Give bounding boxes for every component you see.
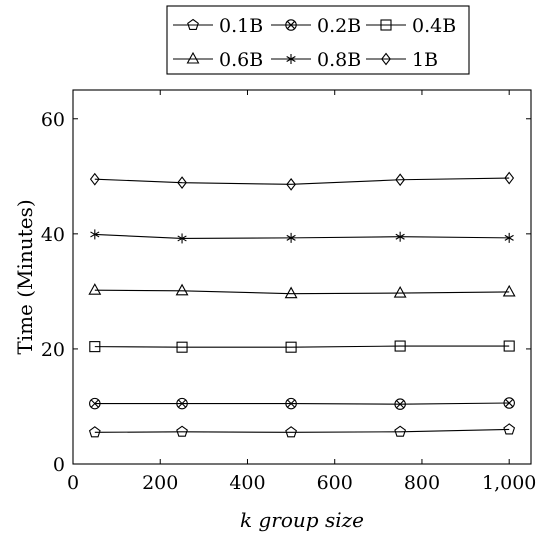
series-line-0-1b bbox=[94, 428, 510, 433]
series-line-0-8b bbox=[94, 233, 510, 240]
x-tick-label: 400 bbox=[229, 472, 265, 494]
series-group bbox=[88, 171, 516, 438]
legend-label: 0.8B bbox=[317, 49, 361, 71]
data-point-0-1b bbox=[503, 423, 516, 435]
legend-item: 0.2B bbox=[271, 15, 361, 37]
data-point-0-1b bbox=[285, 426, 297, 438]
data-point-1b bbox=[395, 173, 406, 187]
data-point-0-1b bbox=[176, 425, 188, 437]
legend-item: 0.8B bbox=[271, 49, 361, 71]
legend-item: 0.1B bbox=[173, 15, 263, 37]
data-point-0-6b bbox=[88, 283, 102, 295]
legend-marker bbox=[381, 52, 391, 66]
data-point-0-4b bbox=[503, 340, 515, 352]
legend-item: 1B bbox=[366, 49, 438, 71]
x-axis-label: k group size bbox=[240, 508, 364, 532]
x-tick-label: 1,000 bbox=[482, 472, 536, 494]
x-tick-label: 600 bbox=[317, 472, 353, 494]
data-point-0-6b bbox=[284, 286, 298, 299]
data-point-0-8b bbox=[90, 229, 100, 240]
legend-label: 0.6B bbox=[219, 49, 263, 71]
legend-item: 0.6B bbox=[173, 49, 263, 71]
x-tick-label: 0 bbox=[67, 472, 79, 494]
series-line-0-2b bbox=[94, 402, 510, 405]
data-point-1b bbox=[286, 177, 296, 191]
legend: 0.1B 0.2B 0.4B 0.6B 0.8B 1B bbox=[166, 5, 470, 75]
series-line-0-6b bbox=[94, 289, 510, 295]
legend-marker bbox=[186, 51, 200, 64]
series-0-8b bbox=[90, 229, 514, 244]
data-point-0-2b bbox=[285, 397, 297, 410]
series-1b bbox=[89, 171, 515, 191]
axis-ticks: 0 200 400 600 800 1,000 0 20 40 60 bbox=[41, 90, 536, 494]
series-0-1b bbox=[88, 423, 516, 438]
series-0-2b bbox=[89, 397, 515, 410]
legend-marker bbox=[286, 54, 296, 64]
legend-label: 1B bbox=[412, 49, 438, 71]
data-point-0-4b bbox=[285, 341, 297, 353]
data-point-0-2b bbox=[394, 398, 406, 410]
data-point-0-4b bbox=[394, 340, 406, 352]
series-line-0-4b bbox=[94, 345, 510, 348]
x-tick-label: 800 bbox=[404, 472, 440, 494]
data-point-0-8b bbox=[177, 233, 187, 244]
data-point-1b bbox=[89, 172, 100, 186]
y-tick-label: 60 bbox=[41, 109, 65, 131]
data-point-0-6b bbox=[175, 283, 189, 296]
legend-item: 0.4B bbox=[366, 15, 456, 37]
legend-marker bbox=[380, 19, 392, 31]
data-point-0-1b bbox=[88, 426, 101, 438]
legend-label: 0.2B bbox=[317, 15, 361, 37]
y-tick-label: 20 bbox=[41, 339, 65, 361]
data-point-1b bbox=[504, 171, 515, 185]
data-point-1b bbox=[177, 176, 187, 190]
legend-label: 0.1B bbox=[219, 15, 263, 37]
legend-box bbox=[166, 5, 470, 75]
y-tick-label: 40 bbox=[41, 224, 65, 246]
data-point-0-4b bbox=[89, 341, 101, 353]
x-tick-label: 200 bbox=[142, 472, 178, 494]
data-point-0-2b bbox=[503, 397, 515, 409]
data-point-0-6b bbox=[502, 284, 516, 297]
series-0-4b bbox=[89, 340, 515, 353]
legend-marker bbox=[285, 19, 297, 31]
series-0-6b bbox=[88, 283, 516, 299]
y-axis-label: Time (Minutes) bbox=[13, 199, 37, 354]
data-point-0-2b bbox=[89, 397, 101, 410]
plot-frame bbox=[72, 89, 532, 465]
data-point-0-8b bbox=[286, 232, 296, 243]
legend-marker bbox=[187, 18, 199, 31]
data-point-0-8b bbox=[395, 231, 405, 242]
data-point-0-1b bbox=[394, 425, 407, 437]
series-line-1b bbox=[94, 177, 510, 185]
data-point-0-4b bbox=[176, 341, 188, 353]
data-point-0-8b bbox=[504, 232, 514, 243]
legend-label: 0.4B bbox=[412, 15, 456, 37]
y-tick-label: 0 bbox=[53, 454, 65, 476]
data-point-0-6b bbox=[393, 285, 407, 298]
data-point-0-2b bbox=[176, 397, 188, 410]
